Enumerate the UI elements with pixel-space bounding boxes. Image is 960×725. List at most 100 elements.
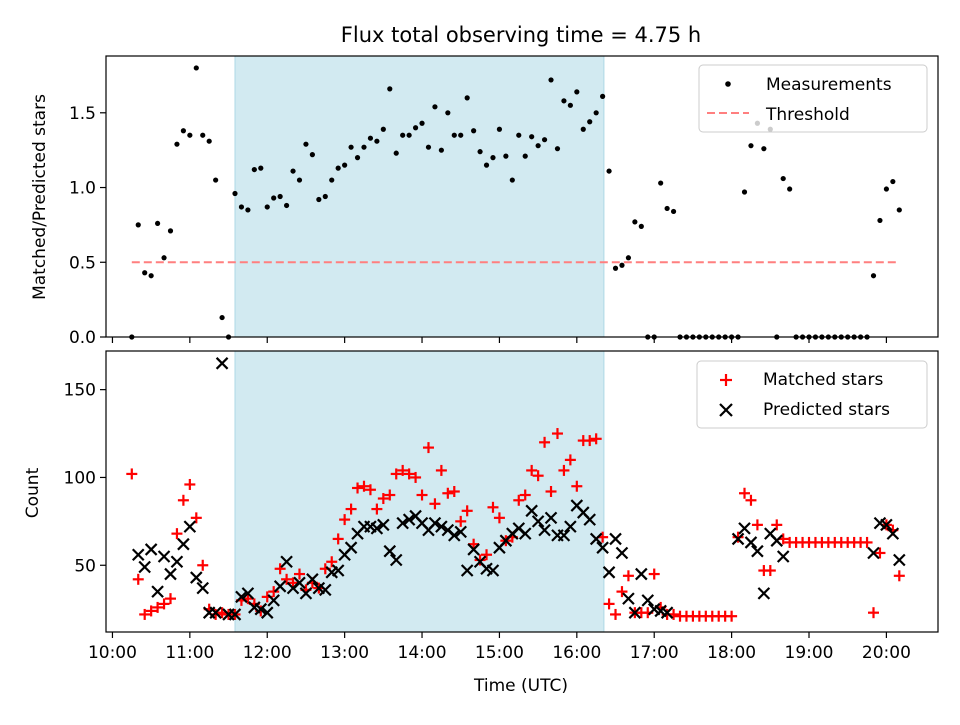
top-y-tick-label: 0.5	[69, 253, 96, 273]
x-axis-label: Time (UTC)	[473, 676, 568, 696]
matched-star-point	[493, 512, 505, 524]
measurement-point	[174, 141, 180, 147]
measurement-point	[283, 202, 290, 209]
predicted-star-point	[751, 544, 764, 558]
measurement-point	[277, 193, 283, 200]
measurement-point	[393, 150, 399, 156]
predicted-star-point	[293, 576, 306, 590]
measurement-point	[896, 207, 902, 213]
measurement-point	[890, 178, 896, 185]
measurement-point	[490, 155, 496, 161]
matched-star-point	[468, 538, 480, 550]
measurement-point	[438, 147, 444, 153]
legend-measurements-marker	[725, 81, 731, 87]
measurement-point	[445, 110, 451, 116]
matched-star-point	[184, 478, 196, 490]
measurement-point	[877, 217, 883, 224]
x-tick-label: 11:00	[165, 643, 214, 663]
matched-star-point	[429, 498, 441, 510]
matched-star-point	[145, 605, 157, 617]
bottom-y-axis: 50 100 150	[64, 381, 106, 576]
predicted-star-point	[183, 520, 197, 533]
predicted-star-point	[660, 606, 674, 619]
measurement-point	[258, 165, 264, 171]
predicted-star-point	[344, 541, 358, 554]
measurement-point	[632, 219, 638, 225]
measurement-point	[748, 143, 754, 149]
matched-star-point	[519, 489, 531, 501]
predicted-star-point	[893, 553, 906, 567]
measurement-point	[883, 186, 890, 192]
measurement-point	[367, 135, 374, 141]
measurement-point	[335, 165, 341, 171]
predicted-star-point	[241, 587, 255, 600]
measurement-point	[271, 195, 277, 201]
measurement-point	[303, 141, 309, 147]
predicted-star-point	[157, 550, 171, 563]
matched-star-point	[358, 480, 370, 492]
predicted-star-point	[776, 550, 790, 563]
measurement-point	[161, 255, 167, 261]
matched-star-point	[177, 494, 189, 506]
matched-star-point	[287, 577, 299, 589]
measurement-point	[316, 196, 322, 203]
predicted-star-point	[377, 518, 390, 532]
predicted-star-point	[738, 522, 751, 535]
matched-star-point	[461, 505, 473, 517]
predicted-star-point	[448, 529, 461, 542]
predicted-star-point	[460, 564, 474, 577]
predicted-star-point	[280, 555, 293, 569]
predicted-star-point	[267, 594, 280, 607]
predicted-star-point	[273, 580, 287, 593]
measurement-point	[561, 98, 567, 104]
matched-star-point	[352, 482, 364, 494]
measurement-point	[541, 137, 548, 143]
matched-star-point	[564, 454, 576, 466]
matched-star-point	[164, 593, 176, 605]
matched-star-point	[571, 480, 583, 492]
measurement-point	[567, 102, 573, 108]
predicted-star-point	[151, 585, 164, 598]
matched-star-point	[281, 573, 293, 585]
measurement-point	[167, 228, 174, 234]
matched-star-point	[739, 487, 751, 499]
matched-star-point	[861, 536, 873, 548]
matched-star-point	[326, 556, 338, 568]
x-tick-label: 10:00	[88, 643, 137, 663]
measurement-point	[741, 189, 748, 195]
measurement-point	[625, 255, 632, 261]
predicted-star-point	[215, 357, 229, 370]
matched-star-point	[487, 501, 499, 513]
measurement-point	[329, 177, 335, 183]
measurement-point	[580, 126, 586, 132]
measurement-point	[780, 175, 786, 182]
measurement-point	[516, 132, 522, 138]
matched-star-point	[410, 471, 422, 483]
measurement-point	[412, 125, 419, 131]
predicted-star-point	[454, 525, 468, 539]
chart-title: Flux total observing time = 4.75 h	[341, 23, 701, 47]
matched-star-point	[893, 570, 905, 582]
top-panel: 0.0 0.5 1.0 1.5 Matched/Predicted stars Mea…	[30, 55, 939, 348]
predicted-star-point	[525, 504, 538, 518]
predicted-star-point	[131, 548, 145, 562]
matched-star-point	[732, 531, 744, 543]
top-axes-frame	[105, 55, 939, 338]
predicted-star-point	[867, 546, 880, 560]
x-tick-label: 13:00	[320, 643, 369, 663]
matched-star-point	[190, 512, 202, 524]
predicted-star-point	[609, 532, 622, 546]
top-y-axis: 0.0 0.5 1.0 1.5	[69, 104, 106, 348]
matched-star-point	[616, 586, 628, 598]
measurement-point	[425, 144, 432, 150]
predicted-star-point	[396, 516, 409, 530]
matched-star-point	[377, 493, 389, 505]
top-legend: Measurements Threshold	[698, 64, 928, 133]
measurement-point	[148, 273, 154, 279]
measurement-point	[406, 132, 412, 138]
top-y-tick-label: 1.0	[69, 179, 96, 199]
measurement-point	[574, 89, 580, 95]
matched-star-point	[371, 503, 383, 515]
matched-star-point	[532, 470, 544, 482]
